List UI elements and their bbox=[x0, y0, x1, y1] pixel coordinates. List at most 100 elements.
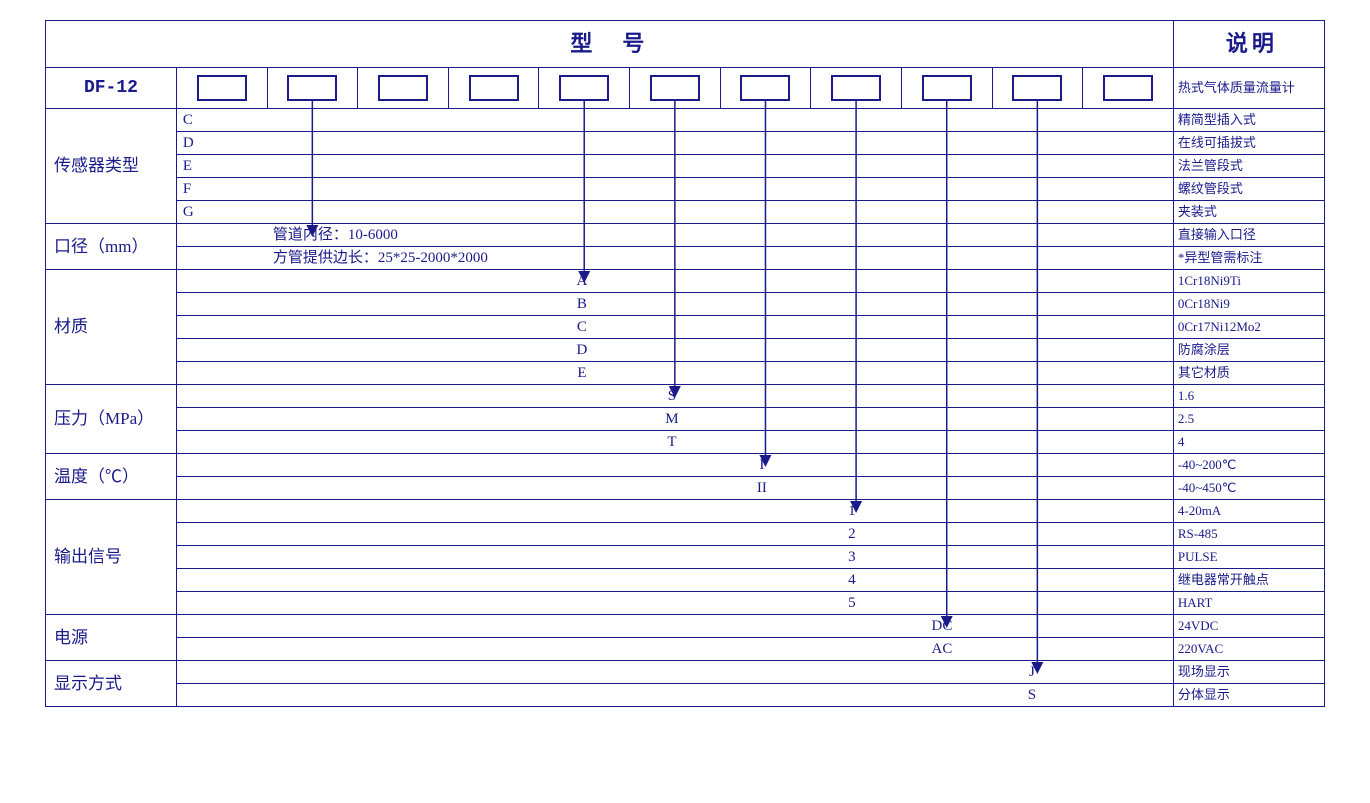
output-code-text-4: 5 bbox=[848, 592, 856, 614]
sensor-desc-0: 精简型插入式 bbox=[1173, 109, 1324, 132]
model-label: DF-12 bbox=[46, 68, 177, 109]
slot-box-1 bbox=[197, 75, 247, 101]
output-code-text-2: 3 bbox=[848, 546, 856, 568]
output-code-text-0: 1 bbox=[848, 500, 856, 522]
pressure-desc-0: 1.6 bbox=[1173, 385, 1324, 408]
material-code-1: B bbox=[176, 293, 1173, 316]
sensor-desc-4: 夹装式 bbox=[1173, 201, 1324, 224]
pressure-desc-1: 2.5 bbox=[1173, 408, 1324, 431]
sensor-code-2: E bbox=[176, 155, 1173, 178]
temp-desc-1: -40~450℃ bbox=[1173, 477, 1324, 500]
sensor-desc-3: 螺纹管段式 bbox=[1173, 178, 1324, 201]
sensor-desc-1: 在线可插拔式 bbox=[1173, 132, 1324, 155]
slot-2 bbox=[267, 68, 358, 109]
power-code-text-0: DC bbox=[931, 615, 952, 637]
power-code-0: DC bbox=[176, 615, 1173, 638]
slot-box-3 bbox=[378, 75, 428, 101]
slot-4 bbox=[448, 68, 539, 109]
temp-code-text-0: I bbox=[759, 454, 764, 476]
slot-box-11 bbox=[1103, 75, 1153, 101]
pressure-code-text-1: M bbox=[665, 408, 678, 430]
slot-7 bbox=[720, 68, 811, 109]
slot-box-4 bbox=[469, 75, 519, 101]
slot-6 bbox=[630, 68, 721, 109]
caliber-desc-1: *异型管需标注 bbox=[1173, 247, 1324, 270]
header-title: 型 号 bbox=[46, 21, 1174, 68]
slot-10 bbox=[992, 68, 1083, 109]
temp-code-0: I bbox=[176, 454, 1173, 477]
pressure-code-2: T bbox=[176, 431, 1173, 454]
slot-3 bbox=[358, 68, 449, 109]
power-code-text-1: AC bbox=[931, 638, 952, 660]
display-desc-0: 现场显示 bbox=[1173, 661, 1324, 684]
output-desc-4: HART bbox=[1173, 592, 1324, 615]
output-code-1: 2 bbox=[176, 523, 1173, 546]
material-code-2: C bbox=[176, 316, 1173, 339]
temp-code-text-1: II bbox=[757, 477, 767, 499]
material-code-4: E bbox=[176, 362, 1173, 385]
category-caliber: 口径（mm） bbox=[46, 224, 177, 270]
slot-box-8 bbox=[831, 75, 881, 101]
sensor-code-4: G bbox=[176, 201, 1173, 224]
sensor-code-3: F bbox=[176, 178, 1173, 201]
slot-box-10 bbox=[1012, 75, 1062, 101]
material-desc-1: 0Cr18Ni9 bbox=[1173, 293, 1324, 316]
sensor-code-1: D bbox=[176, 132, 1173, 155]
output-desc-3: 继电器常开触点 bbox=[1173, 569, 1324, 592]
slot-box-2 bbox=[287, 75, 337, 101]
sensor-code-0: C bbox=[176, 109, 1173, 132]
power-code-1: AC bbox=[176, 638, 1173, 661]
display-code-1: S bbox=[176, 684, 1173, 707]
material-code-0: A bbox=[176, 270, 1173, 293]
material-desc-3: 防腐涂层 bbox=[1173, 339, 1324, 362]
category-pressure: 压力（MPa） bbox=[46, 385, 177, 454]
caliber-code-0: 管道内径：10-6000 bbox=[176, 224, 1173, 247]
material-code-text-0: A bbox=[576, 270, 587, 292]
material-code-text-2: C bbox=[577, 316, 587, 338]
pressure-code-text-0: S bbox=[668, 385, 676, 407]
slot-box-6 bbox=[650, 75, 700, 101]
pressure-code-1: M bbox=[176, 408, 1173, 431]
pressure-code-text-2: T bbox=[667, 431, 676, 453]
display-code-0: J bbox=[176, 661, 1173, 684]
category-material: 材质 bbox=[46, 270, 177, 385]
material-code-text-4: E bbox=[577, 362, 586, 384]
selection-table: 型 号说明DF-12热式气体质量流量计传感器类型C精简型插入式D在线可插拔式E法… bbox=[45, 20, 1325, 707]
sensor-desc-2: 法兰管段式 bbox=[1173, 155, 1324, 178]
output-code-text-3: 4 bbox=[848, 569, 856, 591]
category-output: 输出信号 bbox=[46, 500, 177, 615]
material-desc-0: 1Cr18Ni9Ti bbox=[1173, 270, 1324, 293]
caliber-desc-0: 直接输入口径 bbox=[1173, 224, 1324, 247]
output-desc-2: PULSE bbox=[1173, 546, 1324, 569]
slot-5 bbox=[539, 68, 630, 109]
display-code-text-1: S bbox=[1028, 684, 1036, 706]
pressure-code-0: S bbox=[176, 385, 1173, 408]
display-code-text-0: J bbox=[1029, 661, 1035, 683]
output-desc-1: RS-485 bbox=[1173, 523, 1324, 546]
output-code-4: 5 bbox=[176, 592, 1173, 615]
category-temp: 温度（℃） bbox=[46, 454, 177, 500]
pressure-desc-2: 4 bbox=[1173, 431, 1324, 454]
power-desc-1: 220VAC bbox=[1173, 638, 1324, 661]
display-desc-1: 分体显示 bbox=[1173, 684, 1324, 707]
category-display: 显示方式 bbox=[46, 661, 177, 707]
model-desc: 热式气体质量流量计 bbox=[1173, 68, 1324, 109]
temp-code-1: II bbox=[176, 477, 1173, 500]
power-desc-0: 24VDC bbox=[1173, 615, 1324, 638]
temp-desc-0: -40~200℃ bbox=[1173, 454, 1324, 477]
caliber-code-1: 方管提供边长：25*25-2000*2000 bbox=[176, 247, 1173, 270]
output-code-text-1: 2 bbox=[848, 523, 856, 545]
material-code-text-1: B bbox=[577, 293, 587, 315]
output-code-3: 4 bbox=[176, 569, 1173, 592]
material-desc-2: 0Cr17Ni12Mo2 bbox=[1173, 316, 1324, 339]
slot-1 bbox=[176, 68, 267, 109]
slot-box-7 bbox=[740, 75, 790, 101]
selection-table-wrap: 型 号说明DF-12热式气体质量流量计传感器类型C精简型插入式D在线可插拔式E法… bbox=[45, 20, 1325, 707]
output-code-0: 1 bbox=[176, 500, 1173, 523]
header-desc-label: 说明 bbox=[1173, 21, 1324, 68]
slot-box-9 bbox=[922, 75, 972, 101]
category-power: 电源 bbox=[46, 615, 177, 661]
material-code-text-3: D bbox=[576, 339, 587, 361]
output-desc-0: 4-20mA bbox=[1173, 500, 1324, 523]
category-sensor: 传感器类型 bbox=[46, 109, 177, 224]
